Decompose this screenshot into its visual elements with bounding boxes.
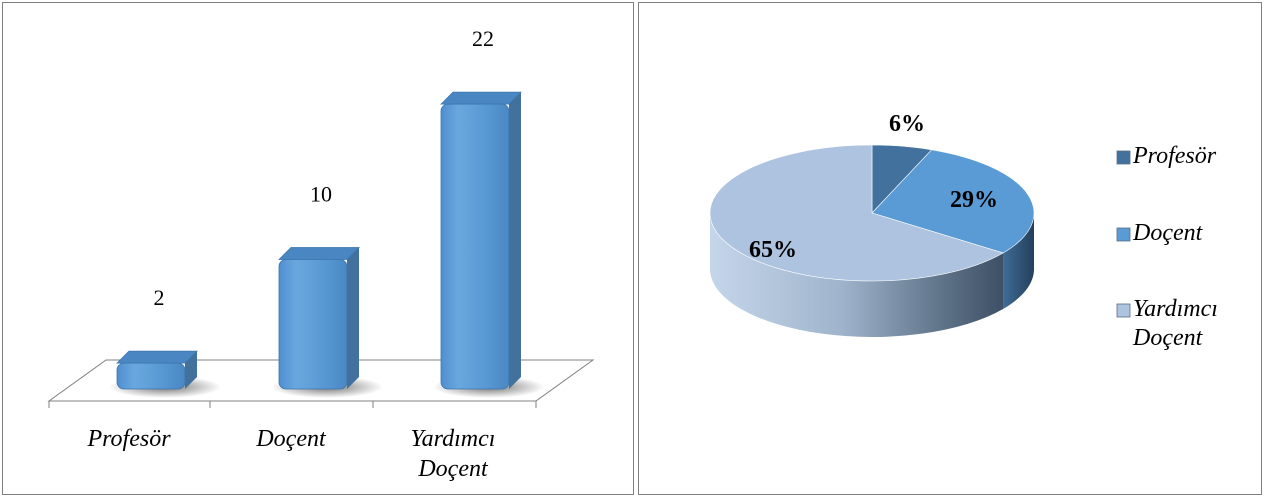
category-label-docent: Doçent bbox=[255, 426, 327, 452]
bar-profesor bbox=[116, 362, 186, 390]
pie-slice-docent bbox=[871, 149, 1035, 254]
legend-label-yardimci-docent-line1: Yardımcı bbox=[1133, 296, 1218, 322]
legend-swatch-docent bbox=[1116, 227, 1131, 242]
bar-yardimci-docent bbox=[440, 103, 510, 390]
pie-rim-docent bbox=[1003, 213, 1034, 309]
bar-top-docent bbox=[278, 247, 360, 260]
pie-label-docent: 29% bbox=[950, 187, 998, 213]
category-label-yardimci-docent-line1: Yardımcı bbox=[411, 426, 496, 452]
bar-docent bbox=[278, 259, 348, 390]
pie-label-profesor: 6% bbox=[889, 111, 925, 137]
legend-swatch-yardimci-docent bbox=[1116, 303, 1131, 318]
bar-chart-panel: 2 10 22 Profesör Doçent Yardımcı Doçent bbox=[2, 2, 634, 495]
bar-chart: 2 10 22 Profesör Doçent Yardımcı Doçent bbox=[47, 26, 595, 482]
legend-swatch-profesor bbox=[1116, 150, 1131, 165]
bar-side-docent bbox=[347, 247, 359, 389]
category-label-yardimci-docent-line2: Doçent bbox=[417, 456, 489, 482]
pie-chart-panel: 6% 29% 65% Profesör Doçent Yardımcı Doçent bbox=[638, 2, 1262, 495]
bar-top-profesor bbox=[116, 350, 198, 364]
category-label-profesor: Profesör bbox=[86, 426, 171, 452]
data-label-docent: 10 bbox=[310, 182, 332, 207]
bar-side-yardimci-docent bbox=[509, 92, 521, 389]
pie-label-yardimci-docent: 65% bbox=[749, 237, 797, 263]
data-label-profesor: 2 bbox=[154, 285, 165, 310]
pie-chart: 6% 29% 65% Profesör Doçent Yardımcı Doçent bbox=[709, 111, 1218, 351]
legend-label-profesor: Profesör bbox=[1132, 143, 1217, 169]
legend-label-docent: Doçent bbox=[1132, 220, 1204, 246]
data-label-yardimci-docent: 22 bbox=[472, 26, 494, 51]
legend-label-yardimci-docent-line2: Doçent bbox=[1132, 325, 1204, 351]
pie-rim-yardimci-docent bbox=[710, 213, 1004, 338]
bar-top-yardimci-docent bbox=[440, 91, 522, 105]
pie-slice-yardimci-docent bbox=[709, 144, 1004, 282]
